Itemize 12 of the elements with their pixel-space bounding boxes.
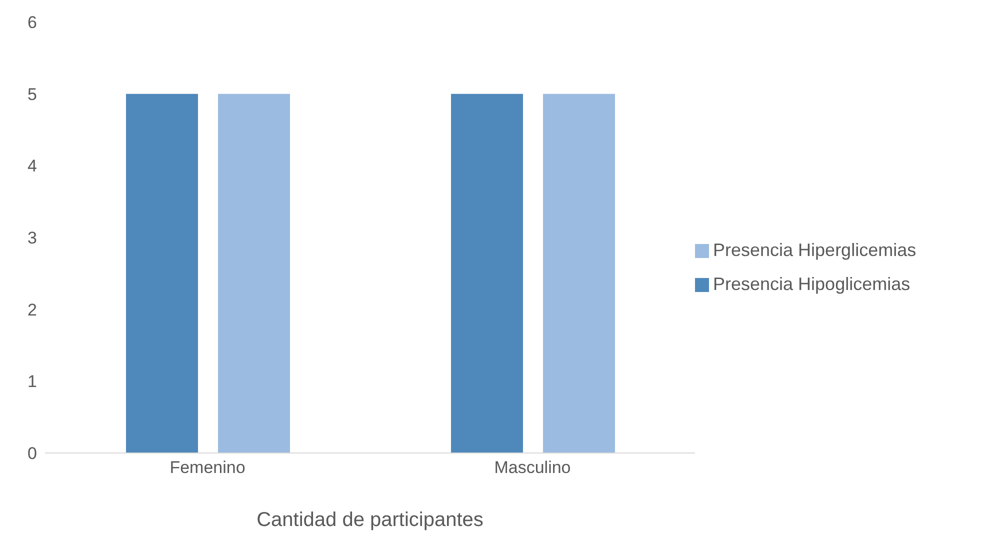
y-tick-label: 3 — [28, 228, 37, 248]
legend-label: Presencia Hipoglicemias — [713, 274, 910, 294]
y-tick-label: 6 — [28, 13, 37, 32]
y-tick-label: 5 — [28, 84, 37, 104]
y-tick-label: 2 — [28, 300, 37, 320]
y-tick-label: 1 — [28, 372, 37, 392]
y-tick-label: 0 — [28, 444, 37, 464]
x-tick-label: Femenino — [170, 458, 246, 478]
x-tick-label: Masculino — [494, 458, 571, 478]
x-axis-title: Cantidad de participantes — [256, 509, 484, 531]
legend-label: Presencia Hiperglicemias — [713, 240, 916, 260]
y-tick-label: 4 — [28, 156, 37, 176]
